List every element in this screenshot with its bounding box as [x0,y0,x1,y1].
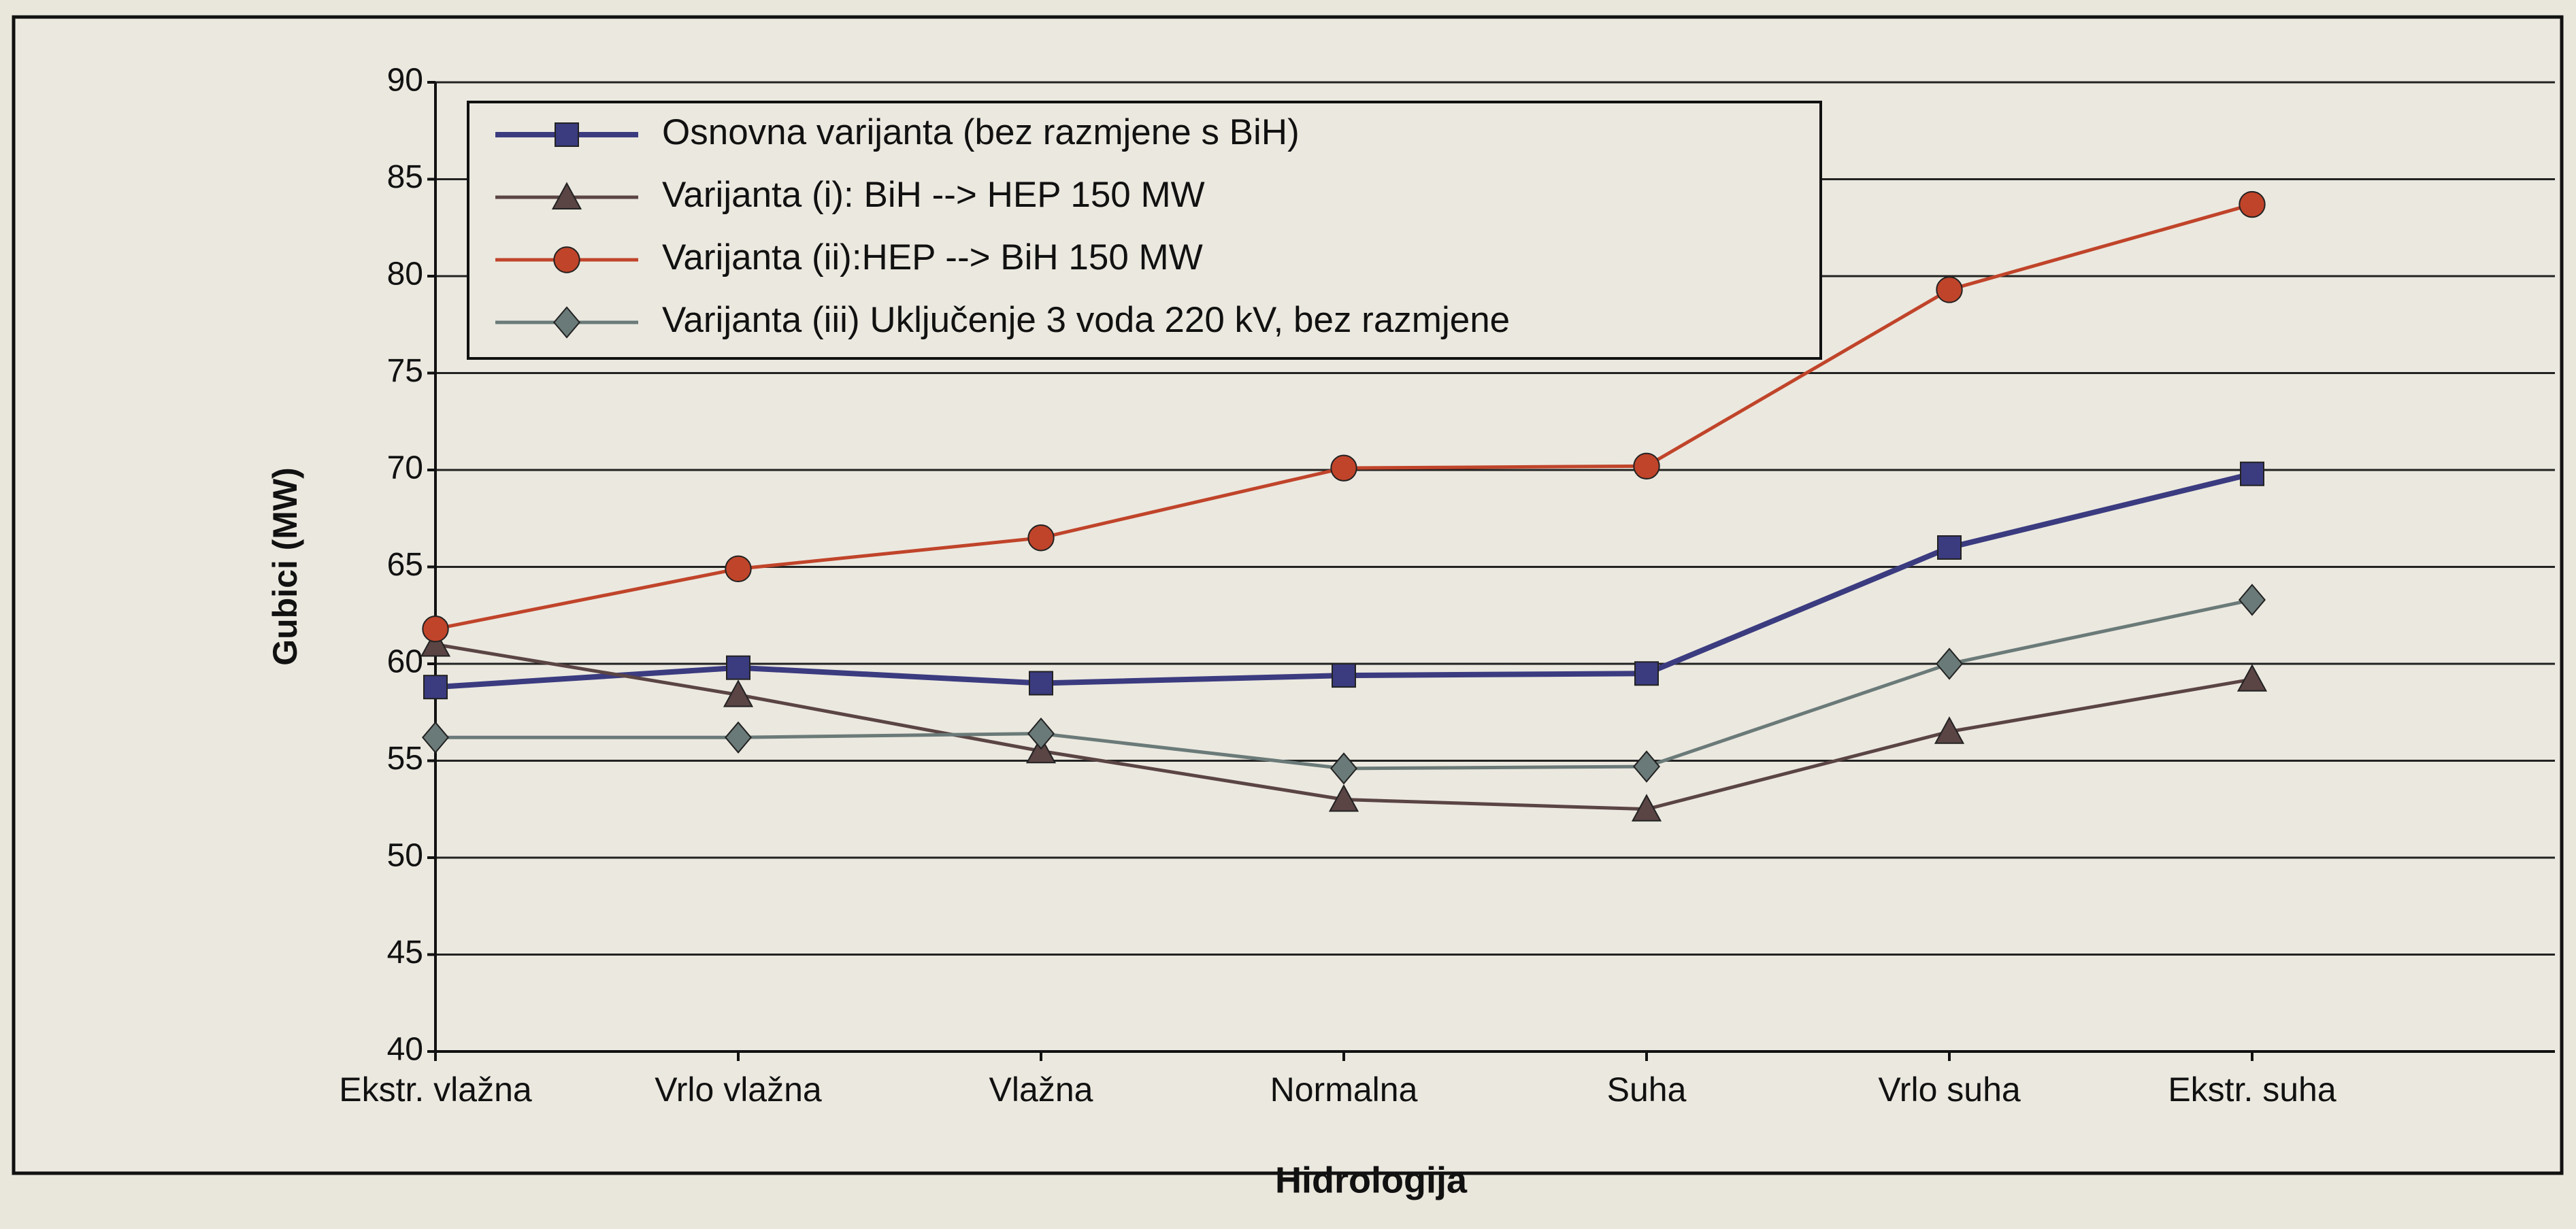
marker [2236,664,2268,692]
marker [420,629,451,657]
y-tick-label: 50 [387,838,423,874]
marker [551,182,582,209]
y-tick-label: 60 [387,644,423,680]
x-tick-label: Ekstr. vlažna [339,1071,532,1109]
marker [2238,584,2266,616]
y-axis-title: Gubici (MW) [266,467,304,666]
marker [1328,784,1359,812]
marker [553,246,580,273]
marker [555,122,579,147]
x-tick-label: Normalna [1270,1071,1418,1109]
y-tick-label: 40 [387,1032,423,1068]
marker [1936,276,1963,303]
marker [1330,454,1357,482]
marker [723,679,754,707]
x-tick-label: Vlažna [989,1071,1093,1109]
x-tick-label: Vrlo vlažna [655,1071,822,1109]
marker [1029,671,1053,696]
marker [552,306,581,339]
marker [423,675,448,700]
legend-label: Varijanta (iii) Uključenje 3 voda 220 kV… [662,300,1510,340]
legend-label: Osnovna varijanta (bez razmjene s BiH) [662,112,1300,152]
marker [1631,794,1662,822]
marker [2239,190,2266,218]
marker [726,655,750,680]
marker [1332,663,1356,688]
marker [1633,452,1660,479]
y-tick-label: 45 [387,935,423,971]
x-axis-title: Hidrologija [1275,1160,1468,1200]
marker [1027,717,1055,750]
legend-label: Varijanta (i): BiH --> HEP 150 MW [662,175,1205,215]
marker [422,616,449,643]
marker [1935,647,1964,680]
marker [1330,752,1358,785]
marker [2240,461,2264,486]
marker [725,555,752,583]
y-tick-label: 90 [387,63,423,99]
marker [1634,661,1659,686]
x-tick-label: Suha [1607,1071,1687,1109]
marker [1934,716,1965,744]
y-tick-label: 65 [387,547,423,583]
y-tick-label: 75 [387,353,423,389]
marker [1937,535,1962,560]
marker [1027,524,1055,552]
y-tick-label: 70 [387,450,423,486]
legend-label: Varijanta (ii):HEP --> BiH 150 MW [662,237,1203,277]
y-tick-label: 55 [387,741,423,777]
marker [421,721,450,754]
marker [724,721,753,754]
x-tick-label: Ekstr. suha [2168,1071,2336,1109]
y-tick-label: 85 [387,159,423,195]
y-tick-label: 80 [387,256,423,292]
legend-box [467,101,1822,360]
marker [1632,750,1661,783]
x-tick-label: Vrlo suha [1878,1071,2021,1109]
marker [1025,735,1057,764]
